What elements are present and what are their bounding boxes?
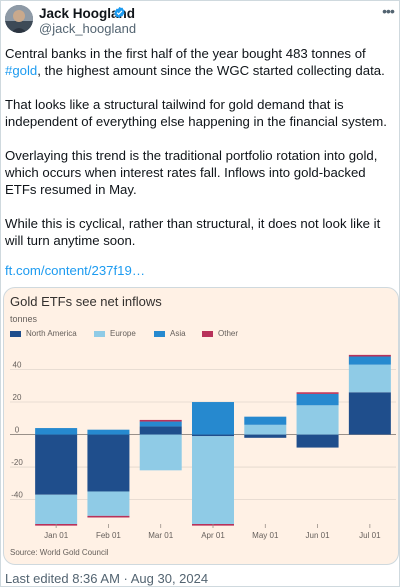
- tweet-paragraph-2: That looks like a structural tailwind fo…: [5, 97, 387, 129]
- tweet-text: Central banks in the first half of the y…: [5, 46, 366, 61]
- bar-segment: [244, 424, 287, 435]
- verified-badge-icon: [114, 6, 125, 19]
- bar-segment: [192, 434, 234, 437]
- bar-segment: [244, 416, 287, 425]
- x-tick-label: Jul 01: [359, 531, 381, 540]
- x-tick-label: Mar 01: [148, 531, 173, 540]
- y-tick-label: -40: [11, 491, 23, 500]
- bar-segment: [35, 434, 78, 495]
- tweet-timestamp[interactable]: Last edited 8:36 AM · Aug 30, 2024: [5, 571, 209, 586]
- bar-segment: [296, 405, 339, 435]
- bar-segment: [348, 356, 391, 365]
- legend-swatch: [10, 331, 21, 337]
- tweet-paragraph-3: Overlaying this trend is the traditional…: [5, 148, 378, 197]
- bar-segment: [296, 392, 339, 394]
- legend-swatch: [202, 331, 213, 337]
- y-tick-label: 0: [15, 426, 20, 435]
- chart-title: Gold ETFs see net inflows: [10, 294, 162, 309]
- avatar-image: [5, 5, 33, 33]
- legend-label: Europe: [110, 329, 136, 338]
- x-tick-label: Feb 01: [96, 531, 121, 540]
- tweet-header: Jack Hoogland @jack_hoogland •••: [1, 1, 400, 41]
- chart-card[interactable]: 40 20 0 -20 -40 Jan 01 Feb 01 Mar 01 Apr 01 May 0…: [3, 287, 399, 565]
- hashtag-link[interactable]: #gold: [5, 63, 38, 78]
- bar-segment: [35, 494, 78, 524]
- tweet-paragraph-4: While this is cyclical, rather than stru…: [5, 216, 381, 248]
- y-tick-label: 20: [13, 393, 22, 402]
- bar-segment: [139, 426, 182, 435]
- bar-segment: [87, 429, 130, 435]
- legend-swatch: [94, 331, 105, 337]
- bar-segment: [87, 515, 130, 518]
- bar-segment: [139, 421, 182, 427]
- more-options-icon[interactable]: •••: [382, 3, 395, 19]
- chart-plot: 40 20 0 -20 -40 Jan 01 Feb 01 Mar 01 Apr 01 May 0…: [10, 354, 396, 540]
- bar-segment: [192, 436, 234, 524]
- bar-segment: [87, 491, 130, 516]
- bar-segment: [296, 434, 339, 448]
- legend-label: Asia: [170, 329, 186, 338]
- bar-segment: [244, 434, 287, 438]
- tweet-paragraph-1: Central banks in the first half of the y…: [5, 45, 397, 79]
- x-tick-label: Jan 01: [44, 531, 69, 540]
- y-tick-label: 40: [13, 361, 22, 370]
- bar-segment: [296, 393, 339, 406]
- legend-swatch: [154, 331, 165, 337]
- bar-segment: [192, 402, 234, 435]
- author-name[interactable]: Jack Hoogland: [39, 6, 136, 21]
- bar-segment: [35, 428, 78, 435]
- bar-segment: [348, 364, 391, 393]
- chart-source: Source: World Gold Council: [10, 548, 109, 557]
- x-tick-label: May 01: [252, 531, 279, 540]
- bar-segment: [139, 434, 182, 471]
- author-handle[interactable]: @jack_hoogland: [39, 21, 137, 36]
- avatar[interactable]: [5, 5, 33, 33]
- legend-label: Other: [218, 329, 239, 338]
- bar-segment: [348, 392, 391, 435]
- y-tick-label: -20: [11, 458, 23, 467]
- bar-segment: [87, 434, 130, 492]
- legend-label: North America: [26, 329, 77, 338]
- article-link[interactable]: ft.com/content/237f19…: [5, 263, 146, 278]
- chart-unit-label: tonnes: [10, 314, 38, 324]
- x-tick-label: Apr 01: [201, 531, 225, 540]
- bar-segment: [348, 354, 391, 357]
- bar-segment: [139, 419, 182, 422]
- x-tick-label: Jun 01: [306, 531, 331, 540]
- tweet-text: , the highest amount since the WGC start…: [37, 63, 385, 78]
